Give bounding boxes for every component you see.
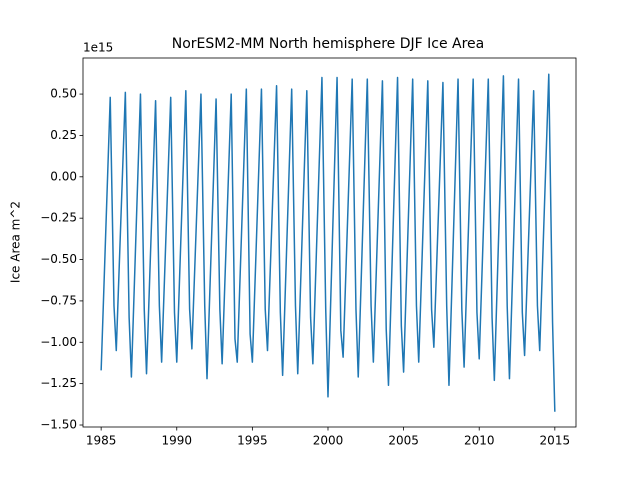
x-tick-label: 1985: [86, 434, 117, 448]
x-tick-label: 1995: [237, 434, 268, 448]
axes-frame: [82, 57, 577, 428]
x-tick-label: 1990: [161, 434, 192, 448]
line-series: [100, 73, 556, 412]
y-tick-label: −0.50: [40, 252, 77, 266]
y-tick-label: 0.50: [50, 87, 77, 101]
chart-title: NorESM2-MM North hemisphere DJF Ice Area: [172, 36, 485, 52]
y-tick-label: 0.00: [50, 169, 77, 183]
y-tick-label: −0.75: [40, 293, 77, 307]
plot-area: [100, 73, 556, 412]
x-tick-label: 2000: [313, 434, 344, 448]
y-offset-label: 1e15: [83, 41, 113, 55]
y-tick-label: 0.25: [50, 128, 77, 142]
x-tick-label: 2005: [388, 434, 419, 448]
y-axis-label: Ice Area m^2: [9, 201, 23, 283]
x-tick-label: 2015: [540, 434, 571, 448]
y-tick-label: −0.25: [40, 211, 77, 225]
x-tick-label: 2010: [464, 434, 495, 448]
y-tick-label: −1.50: [40, 418, 77, 432]
y-tick-label: −1.25: [40, 376, 77, 390]
y-tick-label: −1.00: [40, 335, 77, 349]
